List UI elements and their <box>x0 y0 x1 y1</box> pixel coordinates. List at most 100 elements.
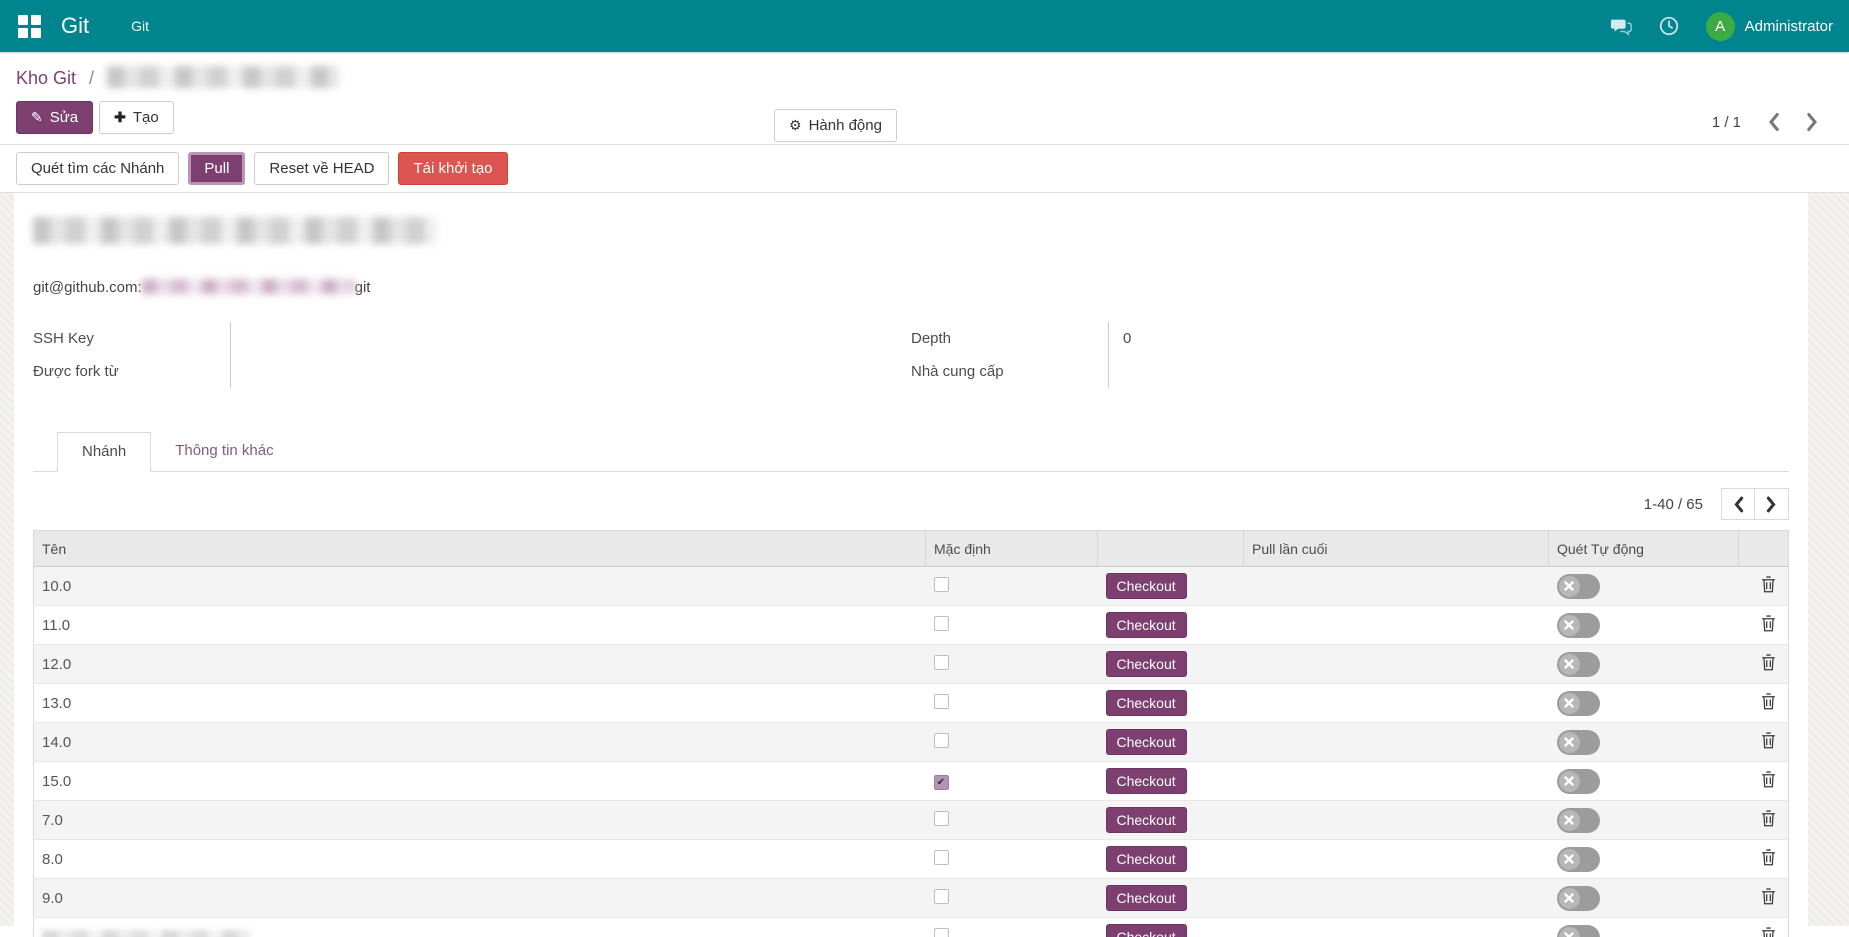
checkout-button[interactable]: Checkout <box>1105 846 1187 872</box>
last-pull-cell <box>1243 800 1549 840</box>
table-row[interactable]: 8.0 Checkout <box>33 839 1789 879</box>
delete-icon[interactable] <box>1761 809 1776 831</box>
auto-scan-toggle[interactable] <box>1556 885 1600 911</box>
url-redacted[interactable] <box>141 279 355 295</box>
provider-value[interactable] <box>1109 364 1123 379</box>
checkout-button[interactable]: Checkout <box>1105 651 1187 677</box>
table-row[interactable]: Checkout <box>33 917 1789 937</box>
column-default[interactable]: Mặc định <box>925 530 1098 567</box>
url-suffix: git <box>354 279 371 296</box>
tab-other-info[interactable]: Thông tin khác <box>175 442 274 459</box>
edit-button[interactable]: ✎ Sửa <box>16 101 94 134</box>
breadcrumb-parent[interactable]: Kho Git <box>16 68 77 88</box>
checkout-button[interactable]: Checkout <box>1105 573 1187 599</box>
branch-name-cell[interactable]: 7.0 <box>33 800 926 840</box>
default-checkbox[interactable] <box>933 775 949 791</box>
pager-previous-icon[interactable] <box>1767 112 1780 132</box>
forked-from-label: Được fork từ <box>33 355 231 388</box>
column-last-pull[interactable]: Pull lần cuối <box>1243 530 1549 567</box>
table-row[interactable]: 7.0 Checkout <box>33 800 1789 840</box>
ssh-key-value[interactable] <box>231 331 245 346</box>
activities-clock-icon[interactable] <box>1658 15 1680 37</box>
tab-branches[interactable]: Nhánh <box>57 432 152 472</box>
pull-button[interactable]: Pull <box>188 152 246 185</box>
table-row[interactable]: 14.0 Checkout <box>33 722 1789 762</box>
branch-name-cell[interactable]: 12.0 <box>33 644 926 684</box>
action-dropdown-button[interactable]: ⚙ Hành động <box>774 109 897 142</box>
gear-icon: ⚙ <box>789 117 802 133</box>
create-button[interactable]: ✚ Tạo <box>99 101 174 134</box>
checkout-button[interactable]: Checkout <box>1105 612 1187 638</box>
pager-next-icon[interactable] <box>1806 112 1819 132</box>
branch-name-cell[interactable] <box>33 917 926 937</box>
nav-menu-git[interactable]: Git <box>131 18 150 34</box>
auto-scan-toggle[interactable] <box>1556 768 1600 794</box>
delete-icon[interactable] <box>1761 731 1776 753</box>
auto-scan-toggle[interactable] <box>1556 573 1600 599</box>
delete-icon[interactable] <box>1761 692 1776 714</box>
default-checkbox[interactable] <box>933 615 949 631</box>
default-checkbox[interactable] <box>933 576 949 592</box>
user-menu[interactable]: A Administrator <box>1705 11 1833 41</box>
branch-name-cell[interactable]: 8.0 <box>33 839 926 879</box>
branch-name-cell[interactable]: 15.0 <box>33 761 926 801</box>
auto-scan-toggle[interactable] <box>1556 729 1600 755</box>
branch-name-cell[interactable]: 13.0 <box>33 683 926 723</box>
auto-scan-toggle[interactable] <box>1556 807 1600 833</box>
column-name[interactable]: Tên <box>33 530 926 567</box>
depth-label: Depth <box>911 322 1109 355</box>
apps-grid-icon[interactable] <box>18 14 41 38</box>
delete-icon[interactable] <box>1761 926 1776 937</box>
forked-from-value[interactable] <box>231 364 245 379</box>
column-auto-scan[interactable]: Quét Tự động <box>1548 530 1739 567</box>
default-checkbox[interactable] <box>933 693 949 709</box>
branch-name-cell[interactable]: 14.0 <box>33 722 926 762</box>
table-row[interactable]: 13.0 Checkout <box>33 683 1789 723</box>
app-brand[interactable]: Git <box>61 13 90 38</box>
auto-scan-toggle[interactable] <box>1556 846 1600 872</box>
toggle-off-x-icon <box>1558 731 1580 753</box>
delete-icon[interactable] <box>1761 653 1776 675</box>
reset-head-button[interactable]: Reset về HEAD <box>254 152 390 185</box>
auto-scan-toggle[interactable] <box>1556 690 1600 716</box>
auto-scan-toggle[interactable] <box>1556 612 1600 638</box>
depth-value[interactable]: 0 <box>1123 330 1132 347</box>
delete-icon[interactable] <box>1761 770 1776 792</box>
default-checkbox[interactable] <box>933 732 949 748</box>
table-row[interactable]: 15.0 Checkout <box>33 761 1789 801</box>
delete-icon[interactable] <box>1761 575 1776 597</box>
checkout-button[interactable]: Checkout <box>1105 768 1187 794</box>
table-row[interactable]: 10.0 Checkout <box>33 566 1789 606</box>
scan-branches-button[interactable]: Quét tìm các Nhánh <box>16 152 180 185</box>
branch-name-cell[interactable]: 9.0 <box>33 878 926 918</box>
branch-name-cell[interactable]: 11.0 <box>33 605 926 645</box>
breadcrumb: Kho Git / <box>16 64 1833 92</box>
checkout-button[interactable]: Checkout <box>1105 885 1187 911</box>
auto-scan-toggle[interactable] <box>1556 651 1600 677</box>
default-checkbox[interactable] <box>933 849 949 865</box>
default-checkbox[interactable] <box>933 810 949 826</box>
breadcrumb-separator: / <box>89 68 95 88</box>
default-checkbox[interactable] <box>933 888 949 904</box>
field-group: SSH Key Được fork từ Depth 0 Nhà cung cấ… <box>33 322 1789 388</box>
checkout-button[interactable]: Checkout <box>1105 729 1187 755</box>
checkout-button[interactable]: Checkout <box>1105 690 1187 716</box>
delete-icon[interactable] <box>1761 848 1776 870</box>
branch-name-cell[interactable]: 10.0 <box>33 566 926 606</box>
checkout-button[interactable]: Checkout <box>1105 924 1187 937</box>
delete-icon[interactable] <box>1761 614 1776 636</box>
delete-icon[interactable] <box>1761 887 1776 909</box>
table-row[interactable]: 11.0 Checkout <box>33 605 1789 645</box>
auto-scan-toggle[interactable] <box>1556 924 1600 937</box>
default-checkbox[interactable] <box>933 654 949 670</box>
messages-icon[interactable] <box>1610 15 1632 37</box>
table-row[interactable]: 12.0 Checkout <box>33 644 1789 684</box>
list-pager-previous[interactable] <box>1721 488 1755 520</box>
ssh-key-label: SSH Key <box>33 322 231 355</box>
checkout-button[interactable]: Checkout <box>1105 807 1187 833</box>
reinitialize-button[interactable]: Tái khởi tạo <box>398 152 508 185</box>
url-prefix: git@github.com: <box>33 279 142 296</box>
table-row[interactable]: 9.0 Checkout <box>33 878 1789 918</box>
list-pager-next[interactable] <box>1755 488 1789 520</box>
default-checkbox[interactable] <box>933 927 949 937</box>
